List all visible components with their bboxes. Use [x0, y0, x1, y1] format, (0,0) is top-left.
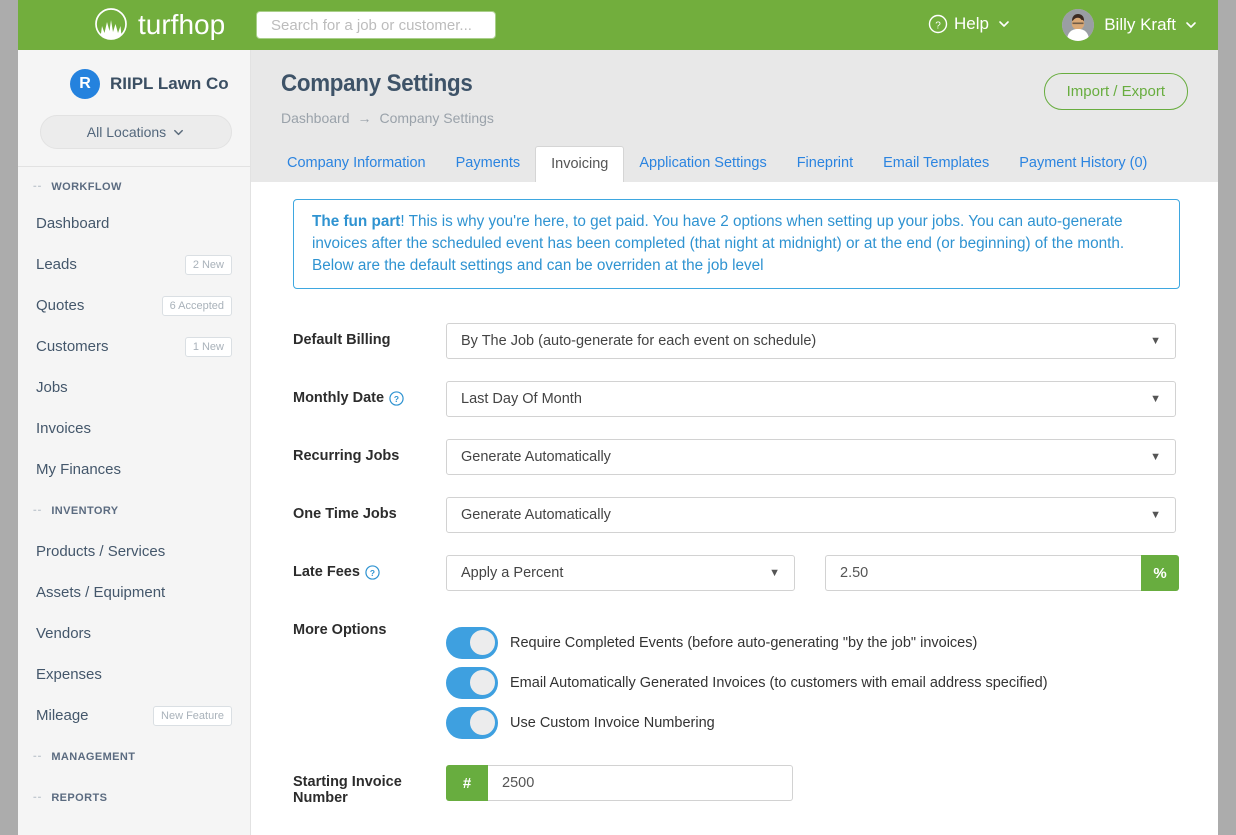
svg-text:?: ?	[394, 393, 399, 403]
svg-text:?: ?	[370, 567, 375, 577]
svg-text:?: ?	[935, 21, 941, 32]
